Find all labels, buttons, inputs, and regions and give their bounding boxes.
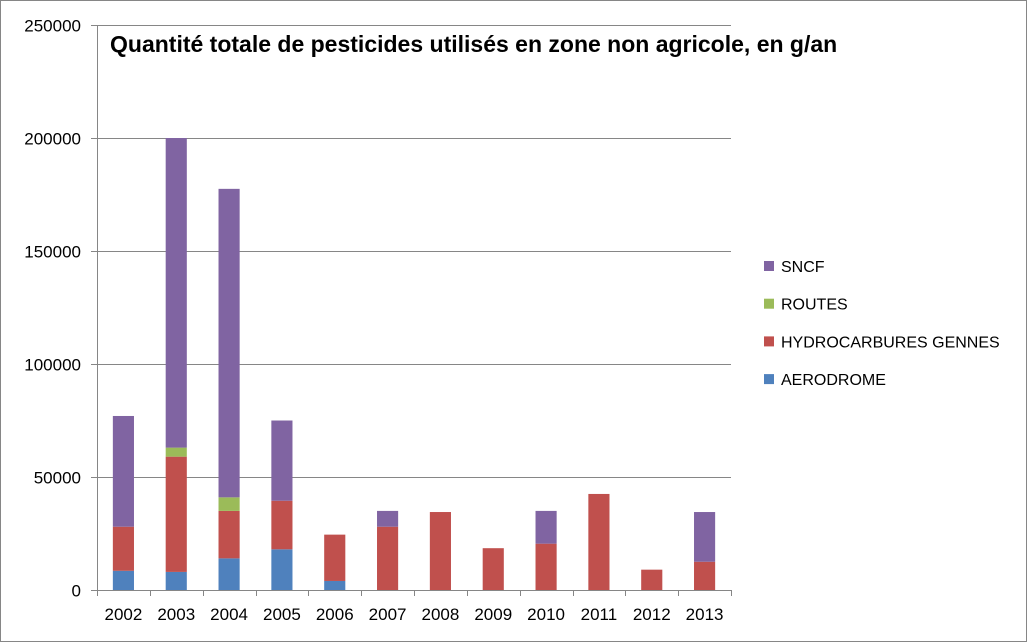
y-tick-label: 200000 [24, 130, 81, 149]
y-axis: 0 50000 100000 150000 200000 250000 [24, 17, 98, 601]
bar-segment-sncf-2010 [535, 510, 557, 544]
bar-segment-hydrocarbures-gennes-2008 [429, 512, 451, 590]
bar-segment-sncf-2007 [377, 510, 399, 527]
gridlines [97, 25, 731, 478]
bar-segment-hydrocarbures-gennes-2013 [694, 561, 716, 590]
y-tick-label: 250000 [24, 17, 81, 36]
x-tick-label: 2002 [105, 605, 143, 624]
bar-segment-aerodrome-2006 [324, 580, 346, 590]
bar-segment-hydrocarbures-gennes-2011 [588, 493, 610, 590]
x-axis: 2002 2003 2004 2005 2006 2007 2008 2009 2010 2011… [97, 590, 732, 624]
x-tick-label: 2007 [369, 605, 407, 624]
y-tick-label: 150000 [24, 243, 81, 262]
x-tick-label: 2006 [316, 605, 354, 624]
x-tick-label: 2013 [686, 605, 724, 624]
bar-segment-hydrocarbures-gennes-2003 [165, 456, 187, 572]
legend-swatch-sncf [764, 261, 774, 271]
bar-segment-sncf-2003 [165, 138, 187, 448]
chart-title: Quantité totale de pesticides utilisés e… [110, 31, 837, 57]
x-tick-label: 2004 [210, 605, 248, 624]
legend-label: HYDROCARBURES GENNES [781, 334, 1000, 351]
x-tick-label: 2012 [633, 605, 671, 624]
bars [112, 138, 716, 590]
bar-segment-sncf-2002 [112, 415, 134, 527]
legend-label: AERODROME [781, 372, 886, 389]
bar-segment-sncf-2013 [694, 512, 716, 562]
x-tick-label: 2010 [527, 605, 565, 624]
legend-swatch-routes [764, 298, 774, 309]
y-tick-label: 0 [72, 582, 81, 601]
bar-segment-routes-2003 [165, 447, 187, 457]
bar-segment-aerodrome-2005 [271, 549, 293, 590]
x-tick-label: 2008 [422, 605, 460, 624]
bar-segment-hydrocarbures-gennes-2004 [218, 510, 240, 559]
bar-segment-aerodrome-2003 [165, 571, 187, 590]
x-tick-label: 2003 [157, 605, 195, 624]
bar-segment-sncf-2005 [271, 420, 293, 501]
x-tick-label: 2005 [263, 605, 301, 624]
bar-segment-routes-2004 [218, 497, 240, 511]
legend: SNCF ROUTES HYDROCARBURES GENNES AERODROME [764, 259, 1000, 389]
bar-segment-hydrocarbures-gennes-2009 [482, 548, 504, 590]
bar-segment-aerodrome-2002 [112, 570, 134, 590]
x-tick-label: 2009 [474, 605, 512, 624]
legend-swatch-hydrocarbures-gennes [764, 336, 774, 347]
bar-segment-hydrocarbures-gennes-2002 [112, 526, 134, 571]
x-tick-label: 2011 [581, 605, 618, 624]
y-tick-label: 50000 [34, 469, 81, 488]
legend-swatch-aerodrome [764, 374, 774, 385]
legend-label: ROUTES [781, 297, 848, 314]
bar-segment-aerodrome-2004 [218, 558, 240, 590]
bar-segment-hydrocarbures-gennes-2007 [377, 526, 399, 590]
bar-segment-hydrocarbures-gennes-2006 [324, 534, 346, 581]
bar-segment-sncf-2004 [218, 188, 240, 498]
bar-segment-hydrocarbures-gennes-2005 [271, 500, 293, 550]
bar-segment-hydrocarbures-gennes-2010 [535, 543, 557, 590]
y-tick-label: 100000 [24, 356, 81, 375]
legend-label: SNCF [781, 259, 825, 276]
bar-segment-hydrocarbures-gennes-2012 [641, 569, 663, 590]
